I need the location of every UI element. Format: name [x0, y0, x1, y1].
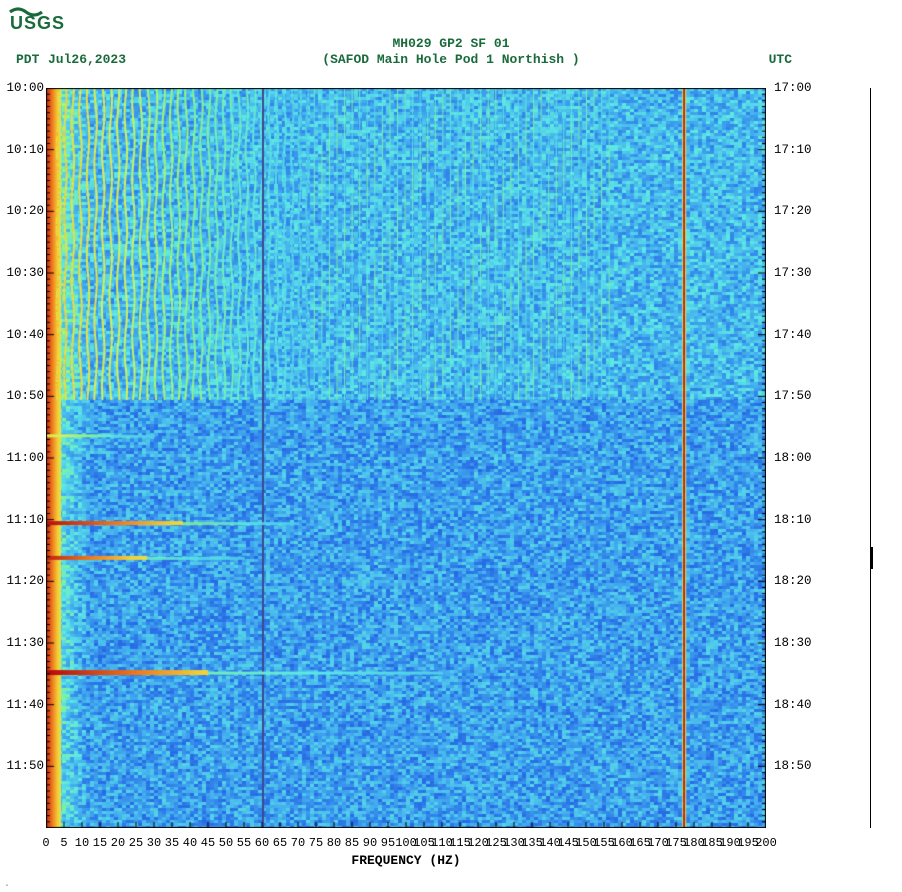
y-right-tick: 18:10: [774, 513, 818, 527]
x-tick: 95: [381, 836, 395, 850]
y-axis-left: 10:0010:1010:2010:3010:4010:5011:0011:10…: [0, 88, 46, 828]
x-tick: 65: [273, 836, 287, 850]
x-tick: 85: [345, 836, 359, 850]
x-tick: 80: [327, 836, 341, 850]
y-left-tick: 11:20: [0, 574, 44, 588]
x-tick: 25: [129, 836, 143, 850]
x-tick: 35: [165, 836, 179, 850]
y-right-tick: 17:20: [774, 204, 818, 218]
x-tick: 15: [93, 836, 107, 850]
svg-text:USGS: USGS: [10, 13, 65, 32]
y-right-tick: 17:40: [774, 328, 818, 342]
amplitude-sidebar: [870, 88, 874, 828]
x-tick: 50: [219, 836, 233, 850]
x-tick: 40: [183, 836, 197, 850]
y-right-tick: 18:00: [774, 451, 818, 465]
y-left-tick: 11:50: [0, 759, 44, 773]
y-left-tick: 10:30: [0, 266, 44, 280]
x-tick: 45: [201, 836, 215, 850]
x-tick: 20: [111, 836, 125, 850]
y-right-tick: 17:00: [774, 81, 818, 95]
x-tick: 70: [291, 836, 305, 850]
y-right-tick: 17:30: [774, 266, 818, 280]
y-right-tick: 18:40: [774, 698, 818, 712]
footnote: .: [4, 879, 10, 890]
y-left-tick: 10:40: [0, 328, 44, 342]
x-tick: 55: [237, 836, 251, 850]
x-tick: 0: [42, 836, 49, 850]
y-left-tick: 11:00: [0, 451, 44, 465]
x-axis-ticks: 0510152025303540455055606570758085909510…: [46, 836, 766, 852]
x-tick: 75: [309, 836, 323, 850]
usgs-logo: USGS: [8, 4, 100, 32]
y-axis-right: 17:0017:1017:2017:3017:4017:5018:0018:10…: [768, 88, 828, 828]
y-right-tick: 18:30: [774, 636, 818, 650]
y-right-tick: 17:10: [774, 143, 818, 157]
x-tick: 60: [255, 836, 269, 850]
x-tick: 90: [363, 836, 377, 850]
amp-segment: [870, 88, 871, 118]
x-axis-label: FREQUENCY (HZ): [46, 853, 766, 868]
y-right-tick: 18:50: [774, 759, 818, 773]
y-left-tick: 10:50: [0, 389, 44, 403]
timezone-right-label: UTC: [769, 52, 792, 67]
x-tick: 30: [147, 836, 161, 850]
y-left-tick: 11:30: [0, 636, 44, 650]
amp-segment: [870, 547, 873, 569]
chart-title: MH029 GP2 SF 01: [0, 36, 902, 51]
y-right-tick: 18:20: [774, 574, 818, 588]
x-tick: 200: [755, 836, 777, 850]
x-tick: 5: [60, 836, 67, 850]
spectrogram-plot: [46, 88, 766, 828]
chart-subtitle: (SAFOD Main Hole Pod 1 Northish ): [0, 52, 902, 67]
y-right-tick: 17:50: [774, 389, 818, 403]
y-left-tick: 11:40: [0, 698, 44, 712]
y-left-tick: 10:20: [0, 204, 44, 218]
y-left-tick: 11:10: [0, 513, 44, 527]
y-left-tick: 10:00: [0, 81, 44, 95]
x-tick: 10: [75, 836, 89, 850]
y-left-tick: 10:10: [0, 143, 44, 157]
spectrogram-canvas: [46, 88, 766, 828]
